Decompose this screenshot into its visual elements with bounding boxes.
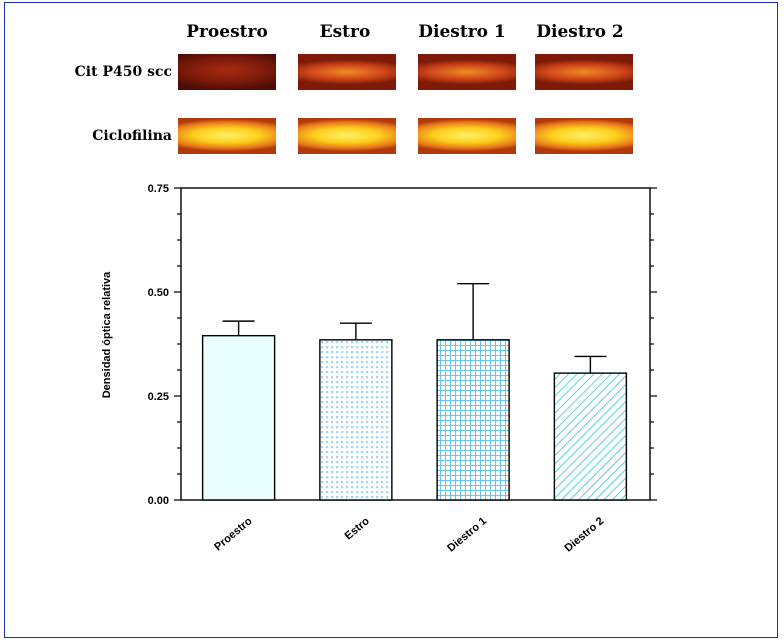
blot-header-diestro-2: Diestro 2	[536, 22, 624, 42]
blot-band-cit-proestro	[178, 54, 276, 90]
blot-row-label-ciclofilina: Ciclofilina	[92, 128, 172, 144]
blot-band-cit-diestro-1	[418, 54, 516, 90]
blot-band-cit-diestro-2	[535, 54, 633, 90]
blot-band-cit-estro	[298, 54, 396, 90]
blot-band-ciclofilina-diestro-1	[418, 118, 516, 154]
x-tick-label: Estro	[343, 515, 372, 542]
blot-header-estro: Estro	[319, 22, 371, 42]
blot-band-ciclofilina-proestro	[178, 118, 276, 154]
y-tick-label: 0.75	[148, 183, 169, 195]
blot-header-diestro-1: Diestro 1	[418, 22, 506, 42]
bar-estro	[319, 339, 393, 501]
x-tick-label: Proestro	[212, 515, 255, 553]
blot-band-ciclofilina-estro	[298, 118, 396, 154]
x-tick-label: Diestro 1	[445, 515, 489, 554]
y-tick-label: 0.25	[148, 391, 169, 403]
y-axis-label: Densidad óptica relativa	[101, 271, 113, 398]
blot-header-proestro: Proestro	[186, 22, 268, 42]
bar-diestro-1	[436, 339, 510, 501]
blot-row-label-cit-p450scc: Cit P450 scc	[74, 64, 172, 80]
blot-band-ciclofilina-diestro-2	[535, 118, 633, 154]
y-tick-label: 0.00	[148, 495, 169, 507]
y-tick-label: 0.50	[148, 287, 169, 299]
bar-diestro-2	[553, 372, 628, 501]
x-tick-label: Diestro 2	[563, 515, 607, 554]
figure-frame	[4, 2, 778, 638]
bar-proestro	[201, 334, 276, 501]
